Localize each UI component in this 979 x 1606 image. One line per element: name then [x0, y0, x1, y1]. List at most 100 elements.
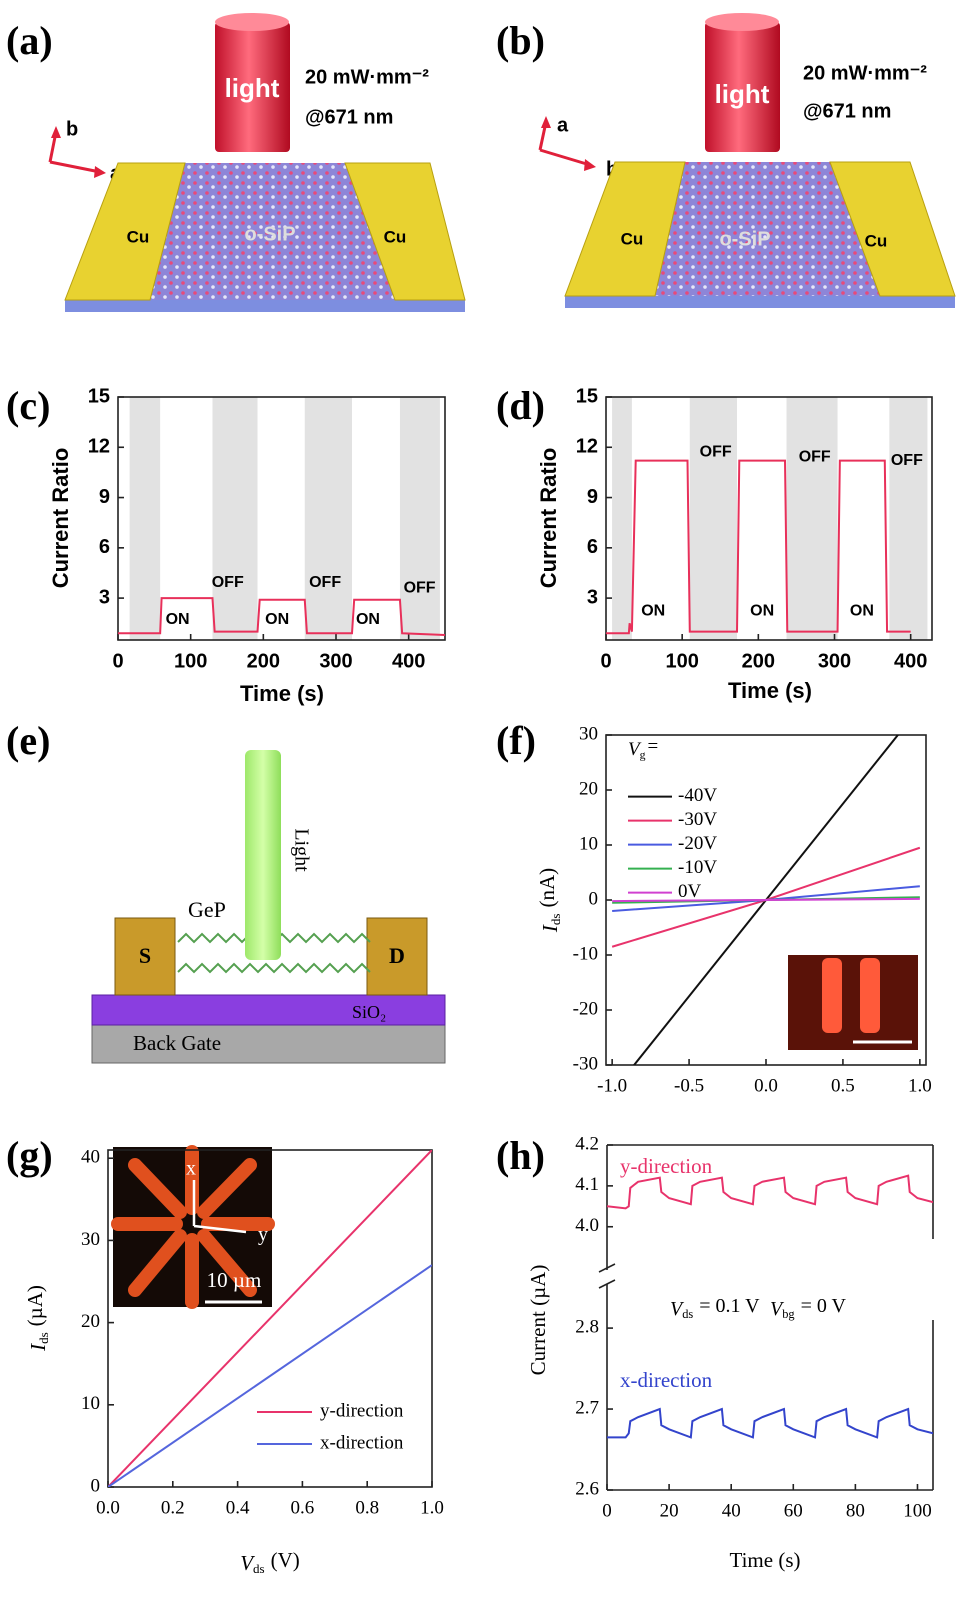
intensity: 20 mW·mm⁻² [305, 66, 429, 88]
drain [366, 917, 428, 996]
light-beam [705, 22, 780, 152]
annotation: OFF [700, 444, 732, 461]
x-tick-label: 1.0 [908, 1075, 932, 1096]
annotation: ON [850, 603, 874, 620]
gray-period [786, 397, 838, 640]
y-tick-label: 2.8 [575, 1316, 599, 1337]
condition-part: bg [782, 1307, 794, 1321]
y-tick-label: 30 [579, 723, 598, 744]
electrode [64, 162, 186, 301]
gray-period [212, 397, 258, 640]
legend-label: -20V [678, 833, 717, 854]
material-label: GeP [188, 897, 226, 922]
legend-label: -40V [678, 785, 717, 806]
annotation: ON [750, 603, 774, 620]
y-axis-label-part: (nA) [535, 868, 559, 908]
condition-part: V [770, 1298, 785, 1320]
series-label: x-direction [620, 1368, 713, 1392]
inset-f [788, 955, 918, 1050]
x-tick-label: 80 [846, 1500, 865, 1521]
y-tick-label: 9 [587, 486, 598, 508]
scale-bar-label: 10 µm [207, 1268, 262, 1292]
panel-label: (b) [496, 18, 545, 63]
panel-label: (c) [6, 383, 50, 428]
y-tick-label: 20 [81, 1311, 100, 1332]
condition-part: ds [682, 1307, 693, 1321]
y-tick-label: 0 [91, 1475, 101, 1496]
light-beam [245, 750, 281, 960]
light-label: Light [290, 828, 312, 872]
wavelength: @671 nm [305, 106, 393, 128]
x-tick-label: 300 [319, 650, 352, 672]
inset-electrode [860, 958, 880, 1033]
x-tick-label: 0.4 [226, 1497, 250, 1518]
x-tick-label: 0 [112, 650, 123, 672]
chart: 0 100 200 300 400 3 6 9 12 15 ON ON ON OFF OFF OFF (d) Ti… [496, 383, 933, 703]
substrate [565, 296, 955, 308]
intensity: 20 mW·mm⁻² [803, 62, 927, 84]
legend-label: 0V [678, 881, 702, 902]
x-tick-label: 0 [602, 1500, 612, 1521]
light-label: light [715, 79, 770, 109]
plot-frame [107, 1149, 433, 1488]
channel [655, 162, 880, 296]
axis-label: a [557, 114, 569, 136]
gray-period [889, 397, 928, 640]
panel-b: (b) light 20 mW·mm⁻² @671 nm a b Cu o-Si… [496, 13, 956, 308]
annotation: ON [166, 611, 190, 628]
gray-period [399, 397, 440, 640]
electrode-label: Cu [127, 227, 150, 246]
x-tick-label: 300 [818, 650, 851, 672]
y-tick-label: 10 [579, 833, 598, 854]
y-tick-label: 15 [576, 385, 598, 407]
y-tick-label: -10 [573, 943, 598, 964]
y-tick-label: 2.6 [575, 1478, 599, 1499]
y-tick-label: 3 [587, 586, 598, 608]
electrode-label: Cu [621, 229, 644, 248]
x-tick-label: 0.6 [291, 1497, 315, 1518]
dielectric-label: SiO₂ [352, 1002, 386, 1022]
light-beam-top [215, 13, 289, 31]
electrode-label: Cu [865, 231, 888, 250]
inset-electrodes [111, 1145, 275, 1309]
inset-g [111, 1145, 275, 1309]
condition: Vbg = 0 V [770, 1295, 847, 1321]
series-line [108, 1150, 432, 1487]
legend-label: y-direction [320, 1400, 404, 1421]
x-axis-label: Time (s) [730, 1548, 801, 1572]
x-axis-label: Time (s) [240, 681, 324, 706]
y-axis-label: Current Ratio [536, 448, 561, 589]
y-tick-label: 9 [99, 486, 110, 508]
panel-e: (e) Light GeP S D SiO₂ Back Gate [6, 718, 446, 1064]
x-tick-label: 0.2 [161, 1497, 185, 1518]
series-line [606, 459, 911, 635]
y-axis-label-part: ds [548, 914, 563, 926]
drain-label: D [389, 943, 405, 968]
annotation: OFF [404, 579, 436, 596]
y-tick-label: 4.2 [575, 1133, 599, 1154]
y-axis-label-part: I [538, 924, 562, 933]
y-axis-label-part: ds [36, 1332, 51, 1344]
light-beam [215, 22, 290, 152]
x-tick-label: 100 [174, 650, 207, 672]
y-axis-label: Ids (µA) [23, 1285, 52, 1352]
annotation: OFF [799, 449, 831, 466]
light-beam-top [705, 13, 779, 31]
x-tick-label: 400 [894, 650, 927, 672]
series-line [118, 597, 445, 636]
gray-period [129, 397, 161, 640]
light-label: light [225, 73, 280, 103]
inset-image [788, 955, 918, 1050]
legend-title-part: = [648, 736, 659, 757]
x-tick-label: 0.0 [96, 1497, 120, 1518]
inset-axis-label: y [258, 1224, 268, 1246]
x-tick-label: 200 [742, 650, 775, 672]
x-axis-label: Time (s) [728, 678, 812, 703]
plot-frame [605, 396, 933, 641]
condition-part: V [670, 1298, 685, 1320]
x-tick-label: -0.5 [674, 1075, 704, 1096]
panel-label: (g) [6, 1133, 53, 1178]
y-tick-label: 6 [99, 536, 110, 558]
x-tick-label: 60 [784, 1500, 803, 1521]
